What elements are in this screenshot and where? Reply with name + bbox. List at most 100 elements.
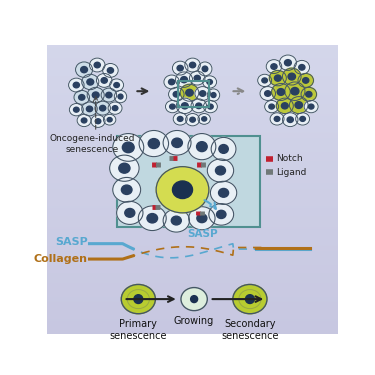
Bar: [47, 137, 338, 138]
Bar: [47, 126, 338, 127]
Bar: [47, 294, 338, 295]
Bar: [47, 132, 338, 133]
Ellipse shape: [156, 166, 209, 213]
Ellipse shape: [189, 207, 215, 230]
Bar: [47, 165, 338, 166]
Ellipse shape: [100, 105, 106, 111]
Text: Notch: Notch: [276, 154, 303, 164]
Bar: [47, 312, 338, 313]
Bar: [47, 82, 338, 83]
Bar: [47, 219, 338, 220]
Bar: [47, 330, 338, 331]
Bar: [47, 117, 338, 118]
Bar: [47, 316, 338, 317]
Bar: [47, 111, 338, 112]
Bar: [47, 262, 338, 263]
Bar: [47, 287, 338, 288]
Ellipse shape: [285, 60, 291, 66]
Bar: [47, 302, 338, 303]
Ellipse shape: [181, 76, 188, 83]
Bar: [47, 121, 338, 122]
Text: Collagen: Collagen: [34, 254, 88, 264]
Bar: [47, 134, 338, 135]
Bar: [47, 171, 338, 172]
Bar: [47, 232, 338, 233]
Bar: [47, 300, 338, 301]
Bar: [47, 260, 338, 261]
Bar: [47, 54, 338, 55]
Bar: [47, 85, 338, 86]
Ellipse shape: [211, 93, 216, 98]
Bar: [47, 233, 338, 234]
Bar: [47, 201, 338, 202]
Ellipse shape: [107, 68, 114, 73]
Bar: [47, 282, 338, 283]
Bar: [47, 123, 338, 124]
Ellipse shape: [265, 100, 279, 113]
Bar: [47, 275, 338, 276]
Bar: [47, 90, 338, 91]
Ellipse shape: [139, 130, 168, 157]
Text: Growing: Growing: [174, 316, 214, 326]
Ellipse shape: [194, 75, 200, 81]
Bar: [47, 63, 338, 64]
Ellipse shape: [189, 71, 205, 85]
Bar: [47, 196, 338, 197]
Bar: [47, 280, 338, 281]
Bar: [47, 66, 338, 68]
Bar: [47, 168, 338, 169]
Bar: [47, 197, 338, 198]
Ellipse shape: [110, 155, 139, 181]
Bar: [47, 58, 338, 59]
Ellipse shape: [170, 104, 175, 109]
Bar: [47, 48, 338, 49]
Bar: [47, 115, 338, 116]
Bar: [47, 62, 338, 63]
Bar: [47, 136, 338, 137]
Ellipse shape: [107, 117, 112, 122]
Ellipse shape: [92, 92, 99, 98]
Bar: [47, 84, 338, 85]
Bar: [47, 243, 338, 244]
Circle shape: [190, 296, 198, 303]
Bar: [47, 55, 338, 56]
Bar: [47, 265, 338, 266]
Bar: [47, 305, 338, 306]
Bar: [47, 210, 338, 212]
Bar: [47, 257, 338, 258]
Bar: [47, 148, 338, 149]
Bar: [47, 256, 338, 257]
Ellipse shape: [272, 84, 290, 100]
Bar: [47, 254, 338, 255]
Ellipse shape: [95, 119, 101, 124]
Bar: [47, 101, 338, 102]
Bar: [47, 194, 338, 195]
Bar: [47, 229, 338, 230]
Text: SASP: SASP: [55, 237, 88, 247]
Ellipse shape: [164, 75, 179, 89]
Ellipse shape: [203, 100, 217, 113]
Ellipse shape: [219, 144, 228, 153]
Bar: [47, 104, 338, 105]
Bar: [47, 251, 338, 252]
Bar: [47, 273, 338, 274]
Bar: [47, 217, 338, 218]
Bar: [47, 114, 338, 115]
Ellipse shape: [90, 58, 105, 72]
Ellipse shape: [77, 114, 91, 127]
Ellipse shape: [281, 103, 288, 109]
Bar: [47, 166, 338, 167]
Bar: [47, 169, 338, 170]
Bar: [47, 199, 338, 200]
Bar: [47, 246, 338, 247]
Bar: [47, 263, 338, 264]
Bar: [47, 154, 338, 155]
Bar: [47, 91, 338, 92]
Ellipse shape: [216, 210, 226, 219]
Bar: [47, 188, 338, 189]
Bar: [47, 328, 338, 329]
Ellipse shape: [91, 115, 105, 128]
Bar: [47, 274, 338, 275]
Ellipse shape: [119, 163, 130, 173]
Ellipse shape: [172, 181, 192, 198]
